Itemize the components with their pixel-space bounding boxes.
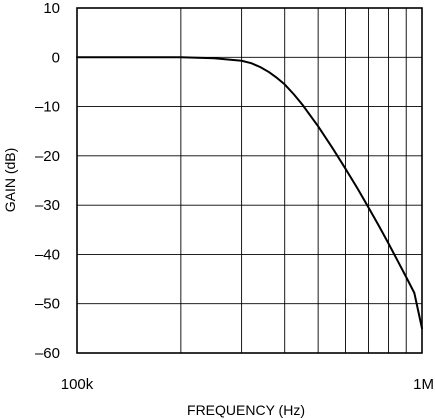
y-tick-label: –40: [35, 246, 60, 263]
x-axis-label: FREQUENCY (Hz): [187, 402, 305, 418]
y-tick-label: –50: [35, 296, 60, 313]
y-tick-label: 10: [43, 0, 60, 17]
y-tick-label: –10: [35, 99, 60, 116]
y-tick-label: –60: [35, 345, 60, 362]
y-tick-label: –20: [35, 148, 60, 165]
y-tick-label: 0: [52, 49, 60, 66]
y-tick-labels: 10 0 –10 –20 –30 –40 –50 –60: [35, 0, 60, 362]
grid: [77, 7, 422, 354]
x-tick-label: 1M: [413, 376, 434, 393]
plot-frame: [76, 7, 423, 354]
gain-curve: [76, 56, 423, 330]
y-axis-label: GAIN (dB): [2, 148, 18, 213]
x-tick-labels: 100k 1M: [61, 376, 434, 393]
x-tick-label: 100k: [61, 376, 94, 393]
y-tick-label: –30: [35, 197, 60, 214]
